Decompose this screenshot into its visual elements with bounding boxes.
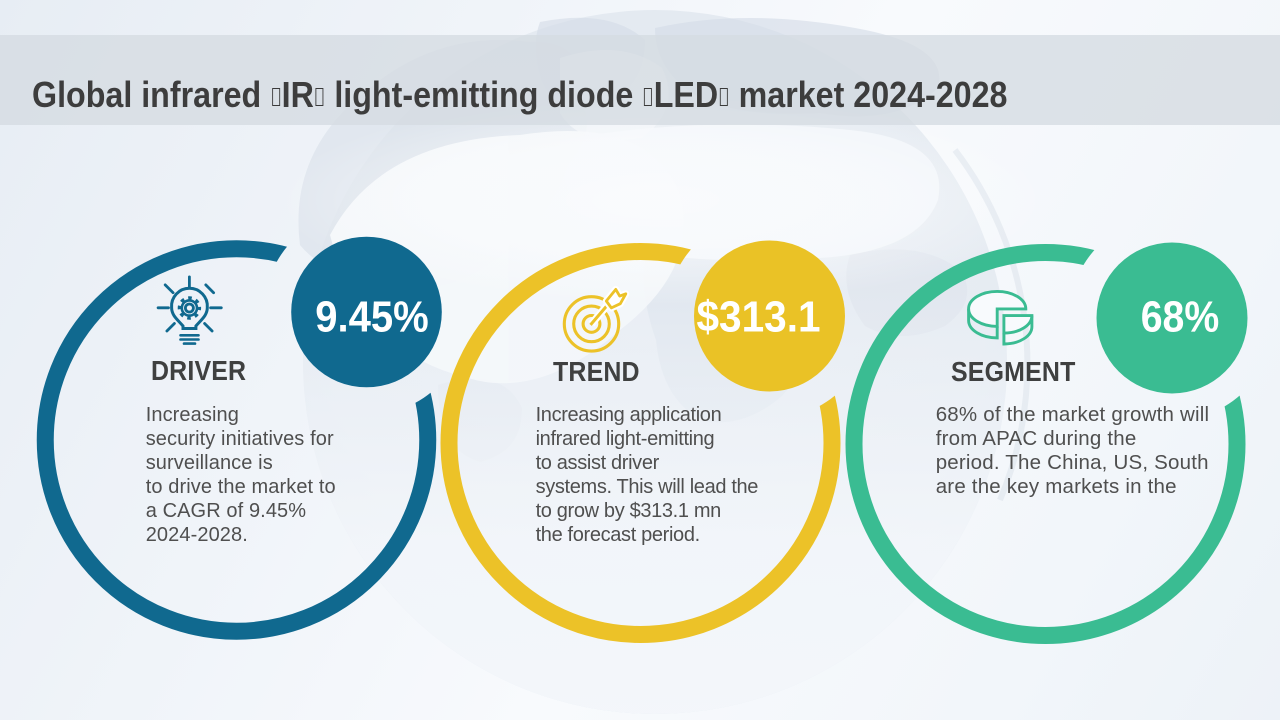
svg-text:9.45%: 9.45% xyxy=(315,293,429,342)
svg-text:$313.1: $313.1 xyxy=(697,293,821,342)
svg-text:68%: 68% xyxy=(1141,293,1220,342)
